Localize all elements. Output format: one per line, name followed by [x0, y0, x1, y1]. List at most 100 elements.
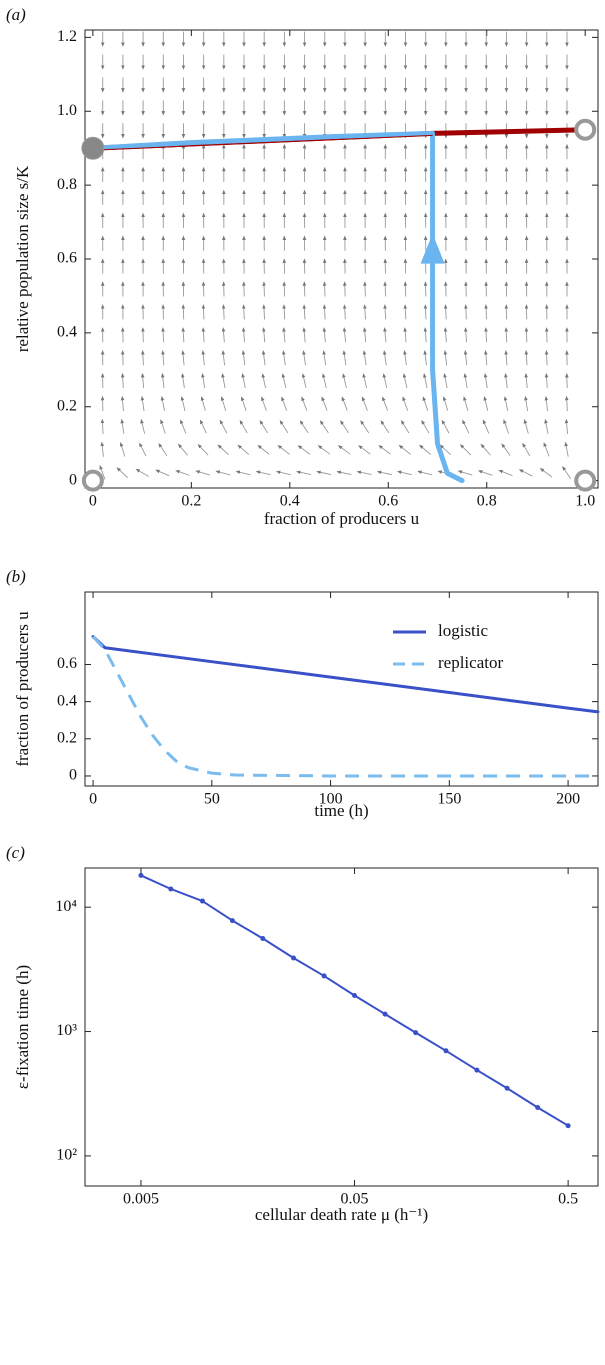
field-arrow: [275, 470, 291, 476]
y-tick-label: 10³: [56, 1022, 77, 1039]
field-arrow: [337, 445, 351, 455]
field-arrow: [322, 373, 327, 389]
trajectory-edge: [92, 134, 433, 151]
field-arrow: [120, 418, 125, 434]
field-arrow: [501, 443, 511, 456]
field-arrow: [319, 420, 329, 434]
field-arrow: [296, 470, 312, 476]
field-arrow: [382, 350, 387, 366]
field-arrow: [457, 470, 473, 476]
field-arrow: [378, 445, 391, 455]
field-arrow: [175, 470, 190, 476]
field-arrow: [361, 396, 368, 411]
field-arrow: [215, 470, 231, 476]
legend-label: replicator: [438, 653, 503, 672]
x-tick-label: 0.005: [123, 1191, 159, 1208]
field-arrow: [161, 327, 165, 343]
field-arrow: [524, 327, 529, 343]
field-arrow: [336, 470, 352, 476]
y-axis-label: ε-fixation time (h): [13, 965, 32, 1089]
data-point: [474, 1067, 480, 1073]
field-arrow: [464, 304, 468, 320]
fixed-point: [574, 469, 597, 492]
field-arrow: [402, 373, 408, 389]
field-arrow: [180, 396, 186, 411]
x-tick-label: 150: [437, 791, 461, 808]
field-arrow: [463, 396, 469, 411]
x-tick-label: 0.5: [558, 1191, 578, 1208]
x-tick-label: 100: [319, 791, 343, 808]
field-arrow: [235, 470, 251, 476]
field-arrow: [116, 467, 129, 478]
field-arrow: [219, 419, 228, 434]
field-arrow: [322, 304, 327, 320]
field-arrow: [195, 470, 211, 476]
plot-frame: [84, 29, 599, 489]
field-arrow: [119, 441, 126, 457]
field-arrow: [282, 350, 286, 366]
field-arrow: [180, 419, 187, 434]
field-arrow: [140, 395, 145, 412]
field-arrow: [221, 373, 226, 389]
field-arrow: [259, 419, 268, 434]
field-arrow: [376, 470, 392, 476]
field-arrow: [443, 304, 448, 320]
field-arrow: [503, 419, 510, 434]
x-tick-label: 0.8: [477, 493, 497, 510]
y-axis-label: relative population size s/K: [13, 165, 32, 352]
series-line: [91, 635, 598, 778]
field-arrow: [462, 419, 470, 434]
field-arrow: [282, 304, 286, 320]
field-arrow: [197, 443, 209, 456]
field-arrow: [564, 395, 569, 412]
data-point: [352, 992, 358, 998]
field-arrow: [240, 396, 247, 411]
y-tick-label: 0: [69, 767, 77, 784]
fixed-point: [81, 136, 105, 160]
field-arrow: [322, 327, 327, 343]
x-tick-label: 0.6: [378, 493, 398, 510]
field-arrow: [482, 419, 490, 434]
x-tick-label: 0.05: [341, 1191, 369, 1208]
data-point: [535, 1105, 541, 1111]
x-axis-label: cellular death rate μ (h⁻¹): [255, 1205, 428, 1224]
field-arrow: [255, 470, 271, 476]
field-arrow: [279, 420, 289, 434]
field-arrow: [302, 350, 306, 366]
field-arrow: [503, 395, 509, 411]
field-arrow: [299, 420, 309, 434]
series-line: [91, 635, 600, 714]
field-arrow: [518, 469, 533, 477]
field-arrow: [217, 444, 229, 456]
x-tick-label: 0.4: [280, 493, 300, 510]
field-arrow: [544, 395, 549, 412]
field-arrow: [281, 373, 287, 389]
y-tick-label: 0: [69, 471, 77, 488]
field-arrow: [562, 465, 571, 479]
data-point: [321, 973, 327, 979]
series-line: [90, 130, 465, 484]
field-arrow: [543, 442, 550, 457]
field-arrow: [564, 441, 569, 457]
field-arrow: [423, 350, 427, 366]
y-tick-label: 0.8: [57, 176, 77, 193]
field-arrow: [539, 468, 553, 478]
field-arrow: [282, 327, 286, 343]
field-arrow: [523, 418, 529, 434]
field-arrow: [262, 304, 266, 320]
field-arrow: [139, 442, 147, 457]
field-arrow: [443, 327, 448, 343]
field-arrow: [484, 327, 488, 343]
field-arrow: [302, 304, 307, 320]
field-arrow: [522, 442, 531, 457]
field-arrow: [421, 419, 430, 434]
field-arrow: [544, 372, 549, 389]
data-point: [443, 1048, 449, 1054]
field-arrow: [463, 350, 468, 366]
field-arrow: [297, 445, 311, 455]
field-arrow: [261, 350, 266, 366]
field-arrow: [423, 304, 428, 320]
field-arrow: [220, 396, 227, 411]
